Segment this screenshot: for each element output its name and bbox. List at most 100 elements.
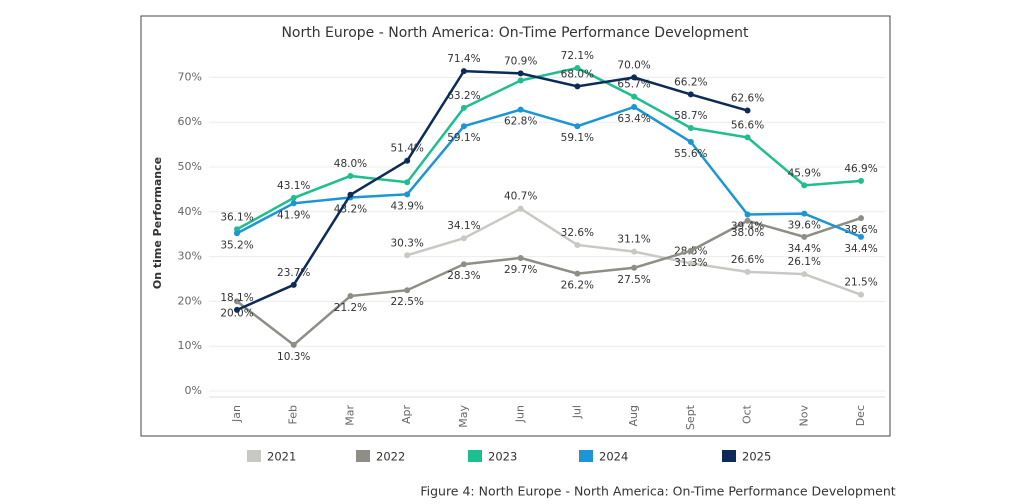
data-label: 28.3% xyxy=(447,270,480,282)
data-label: 59.1% xyxy=(447,132,480,144)
data-point xyxy=(687,247,694,254)
data-point xyxy=(234,298,240,305)
data-point xyxy=(687,260,694,267)
data-point xyxy=(687,91,694,98)
data-point xyxy=(347,191,354,198)
data-point xyxy=(404,191,411,198)
x-tick-label: Feb xyxy=(287,405,300,424)
data-label: 59.1% xyxy=(561,132,594,144)
y-axis-label: On time Performance xyxy=(151,157,164,289)
data-label: 56.6% xyxy=(731,119,764,131)
data-point xyxy=(687,125,694,132)
data-point xyxy=(234,230,240,237)
data-point xyxy=(517,77,524,84)
data-label: 39.4% xyxy=(731,220,764,232)
data-point xyxy=(460,104,467,111)
data-point xyxy=(631,103,638,110)
data-point xyxy=(574,241,581,248)
data-label: 40.7% xyxy=(504,191,537,203)
data-label: 21.5% xyxy=(844,277,877,289)
data-label: 34.1% xyxy=(447,220,480,232)
data-point xyxy=(460,235,467,242)
data-point xyxy=(404,179,411,186)
data-label: 66.2% xyxy=(674,76,707,88)
data-point xyxy=(574,64,581,71)
data-point xyxy=(517,70,524,77)
y-tick-label: 30% xyxy=(178,250,202,263)
x-tick-label: Aug xyxy=(627,405,640,426)
data-point xyxy=(290,281,297,288)
data-label: 31.3% xyxy=(674,257,707,269)
data-point xyxy=(744,134,751,141)
data-point xyxy=(858,177,864,184)
data-point xyxy=(347,293,354,300)
data-point xyxy=(801,271,808,278)
data-point xyxy=(744,217,751,224)
data-label: 70.0% xyxy=(617,59,650,71)
x-tick-label: Sept xyxy=(684,404,697,430)
series-line xyxy=(236,105,862,239)
data-label: 21.2% xyxy=(334,302,367,314)
data-point xyxy=(574,83,581,90)
x-tick-label: Jun xyxy=(514,405,527,423)
data-point xyxy=(517,254,524,261)
data-label: 41.9% xyxy=(277,209,310,221)
data-point xyxy=(631,248,638,255)
data-label: 31.1% xyxy=(617,234,650,246)
figure-caption: Figure 4: North Europe - North America: … xyxy=(420,484,895,499)
data-point xyxy=(744,107,751,114)
legend-swatch xyxy=(247,450,261,462)
data-label: 38.0% xyxy=(731,227,764,239)
data-point xyxy=(460,261,467,268)
series-line xyxy=(236,216,862,347)
data-point xyxy=(290,194,297,201)
chart-title: North Europe - North America: On-Time Pe… xyxy=(281,25,749,41)
data-label: 68.0% xyxy=(561,68,594,80)
legend-swatch xyxy=(356,450,370,462)
data-label: 22.5% xyxy=(391,296,424,308)
x-tick-label: Jan xyxy=(230,405,243,423)
y-tick-label: 10% xyxy=(178,339,202,352)
legend-label: 2024 xyxy=(599,450,628,464)
data-point xyxy=(460,68,467,75)
data-point xyxy=(574,123,581,130)
y-tick-label: 40% xyxy=(178,205,202,218)
data-point xyxy=(744,268,751,275)
data-label: 23.7% xyxy=(277,267,310,279)
x-tick-label: Oct xyxy=(741,404,754,424)
data-point xyxy=(687,138,694,145)
data-label: 10.3% xyxy=(277,351,310,363)
legend-label: 2022 xyxy=(376,450,405,464)
data-label: 26.2% xyxy=(561,280,594,292)
data-label: 35.2% xyxy=(220,239,253,251)
data-point xyxy=(858,233,864,240)
y-tick-label: 0% xyxy=(185,384,202,397)
data-point xyxy=(234,306,240,313)
series-line xyxy=(236,66,862,231)
data-point xyxy=(801,182,808,189)
chart-frame xyxy=(140,15,891,437)
data-point xyxy=(744,211,751,218)
data-label: 34.4% xyxy=(788,243,821,255)
legend-label: 2023 xyxy=(488,450,517,464)
data-label: 43.1% xyxy=(277,180,310,192)
legend-swatch xyxy=(579,450,593,462)
data-label: 46.9% xyxy=(844,163,877,175)
data-label: 18.1% xyxy=(220,292,253,304)
data-label: 72.1% xyxy=(561,50,594,62)
data-label: 26.1% xyxy=(788,256,821,268)
data-label: 55.6% xyxy=(674,148,707,160)
data-point xyxy=(801,210,808,217)
data-point xyxy=(404,252,411,259)
data-label: 63.4% xyxy=(617,113,650,125)
data-label: 29.7% xyxy=(504,264,537,276)
x-tick-label: Jul xyxy=(570,405,583,419)
data-label: 51.4% xyxy=(391,143,424,155)
data-label: 62.6% xyxy=(731,93,764,105)
data-point xyxy=(631,264,638,271)
data-point xyxy=(858,215,864,222)
data-label: 36.1% xyxy=(220,211,253,223)
data-label: 39.6% xyxy=(788,220,821,232)
data-point xyxy=(858,291,864,298)
